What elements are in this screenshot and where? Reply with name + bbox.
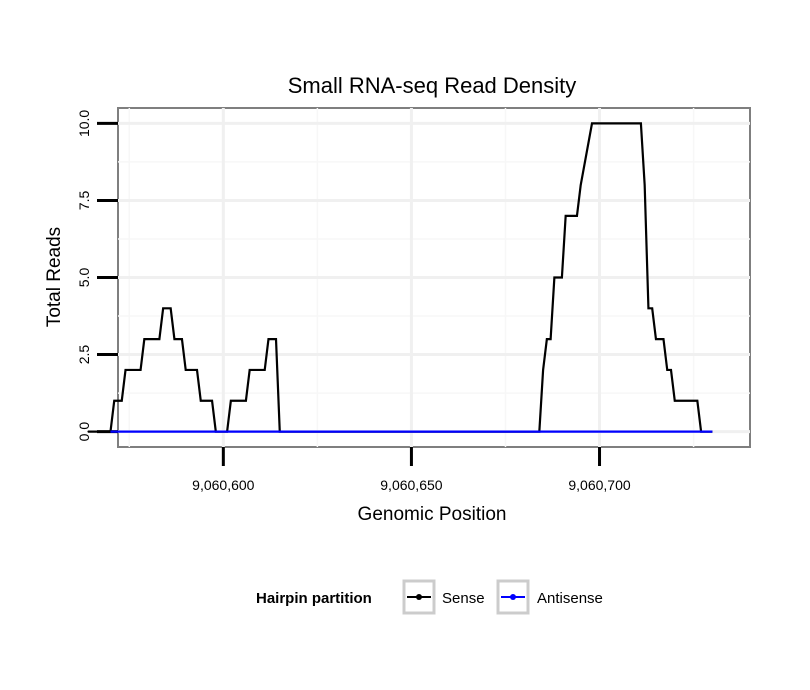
y-tick-label: 10.0 [76, 110, 92, 137]
x-tick-label: 9,060,600 [192, 477, 254, 493]
x-tick-label: 9,060,650 [380, 477, 442, 493]
legend-label-sense: Sense [442, 590, 485, 607]
chart-title: Small RNA-seq Read Density [288, 73, 577, 98]
y-tick-label: 0.0 [76, 422, 92, 442]
y-tick-label: 5.0 [76, 268, 92, 288]
legend: Hairpin partition Sense Antisense [256, 579, 603, 615]
x-axis: 9,060,600 9,060,650 9,060,700 [192, 447, 631, 493]
x-tick-label: 9,060,700 [568, 477, 630, 493]
legend-dot-sense [416, 594, 422, 600]
legend-label-antisense: Antisense [537, 590, 603, 607]
legend-item-sense: Sense [402, 579, 485, 615]
x-axis-title: Genomic Position [358, 504, 507, 525]
legend-item-antisense: Antisense [496, 579, 603, 615]
y-tick-label: 7.5 [76, 191, 92, 211]
y-tick-label: 2.5 [76, 345, 92, 365]
legend-title: Hairpin partition [256, 590, 372, 607]
y-axis-title: Total Reads [44, 227, 65, 327]
series-layer [87, 122, 713, 433]
y-axis: 0.0 2.5 5.0 7.5 10.0 [76, 110, 118, 442]
legend-dot-antisense [510, 594, 516, 600]
